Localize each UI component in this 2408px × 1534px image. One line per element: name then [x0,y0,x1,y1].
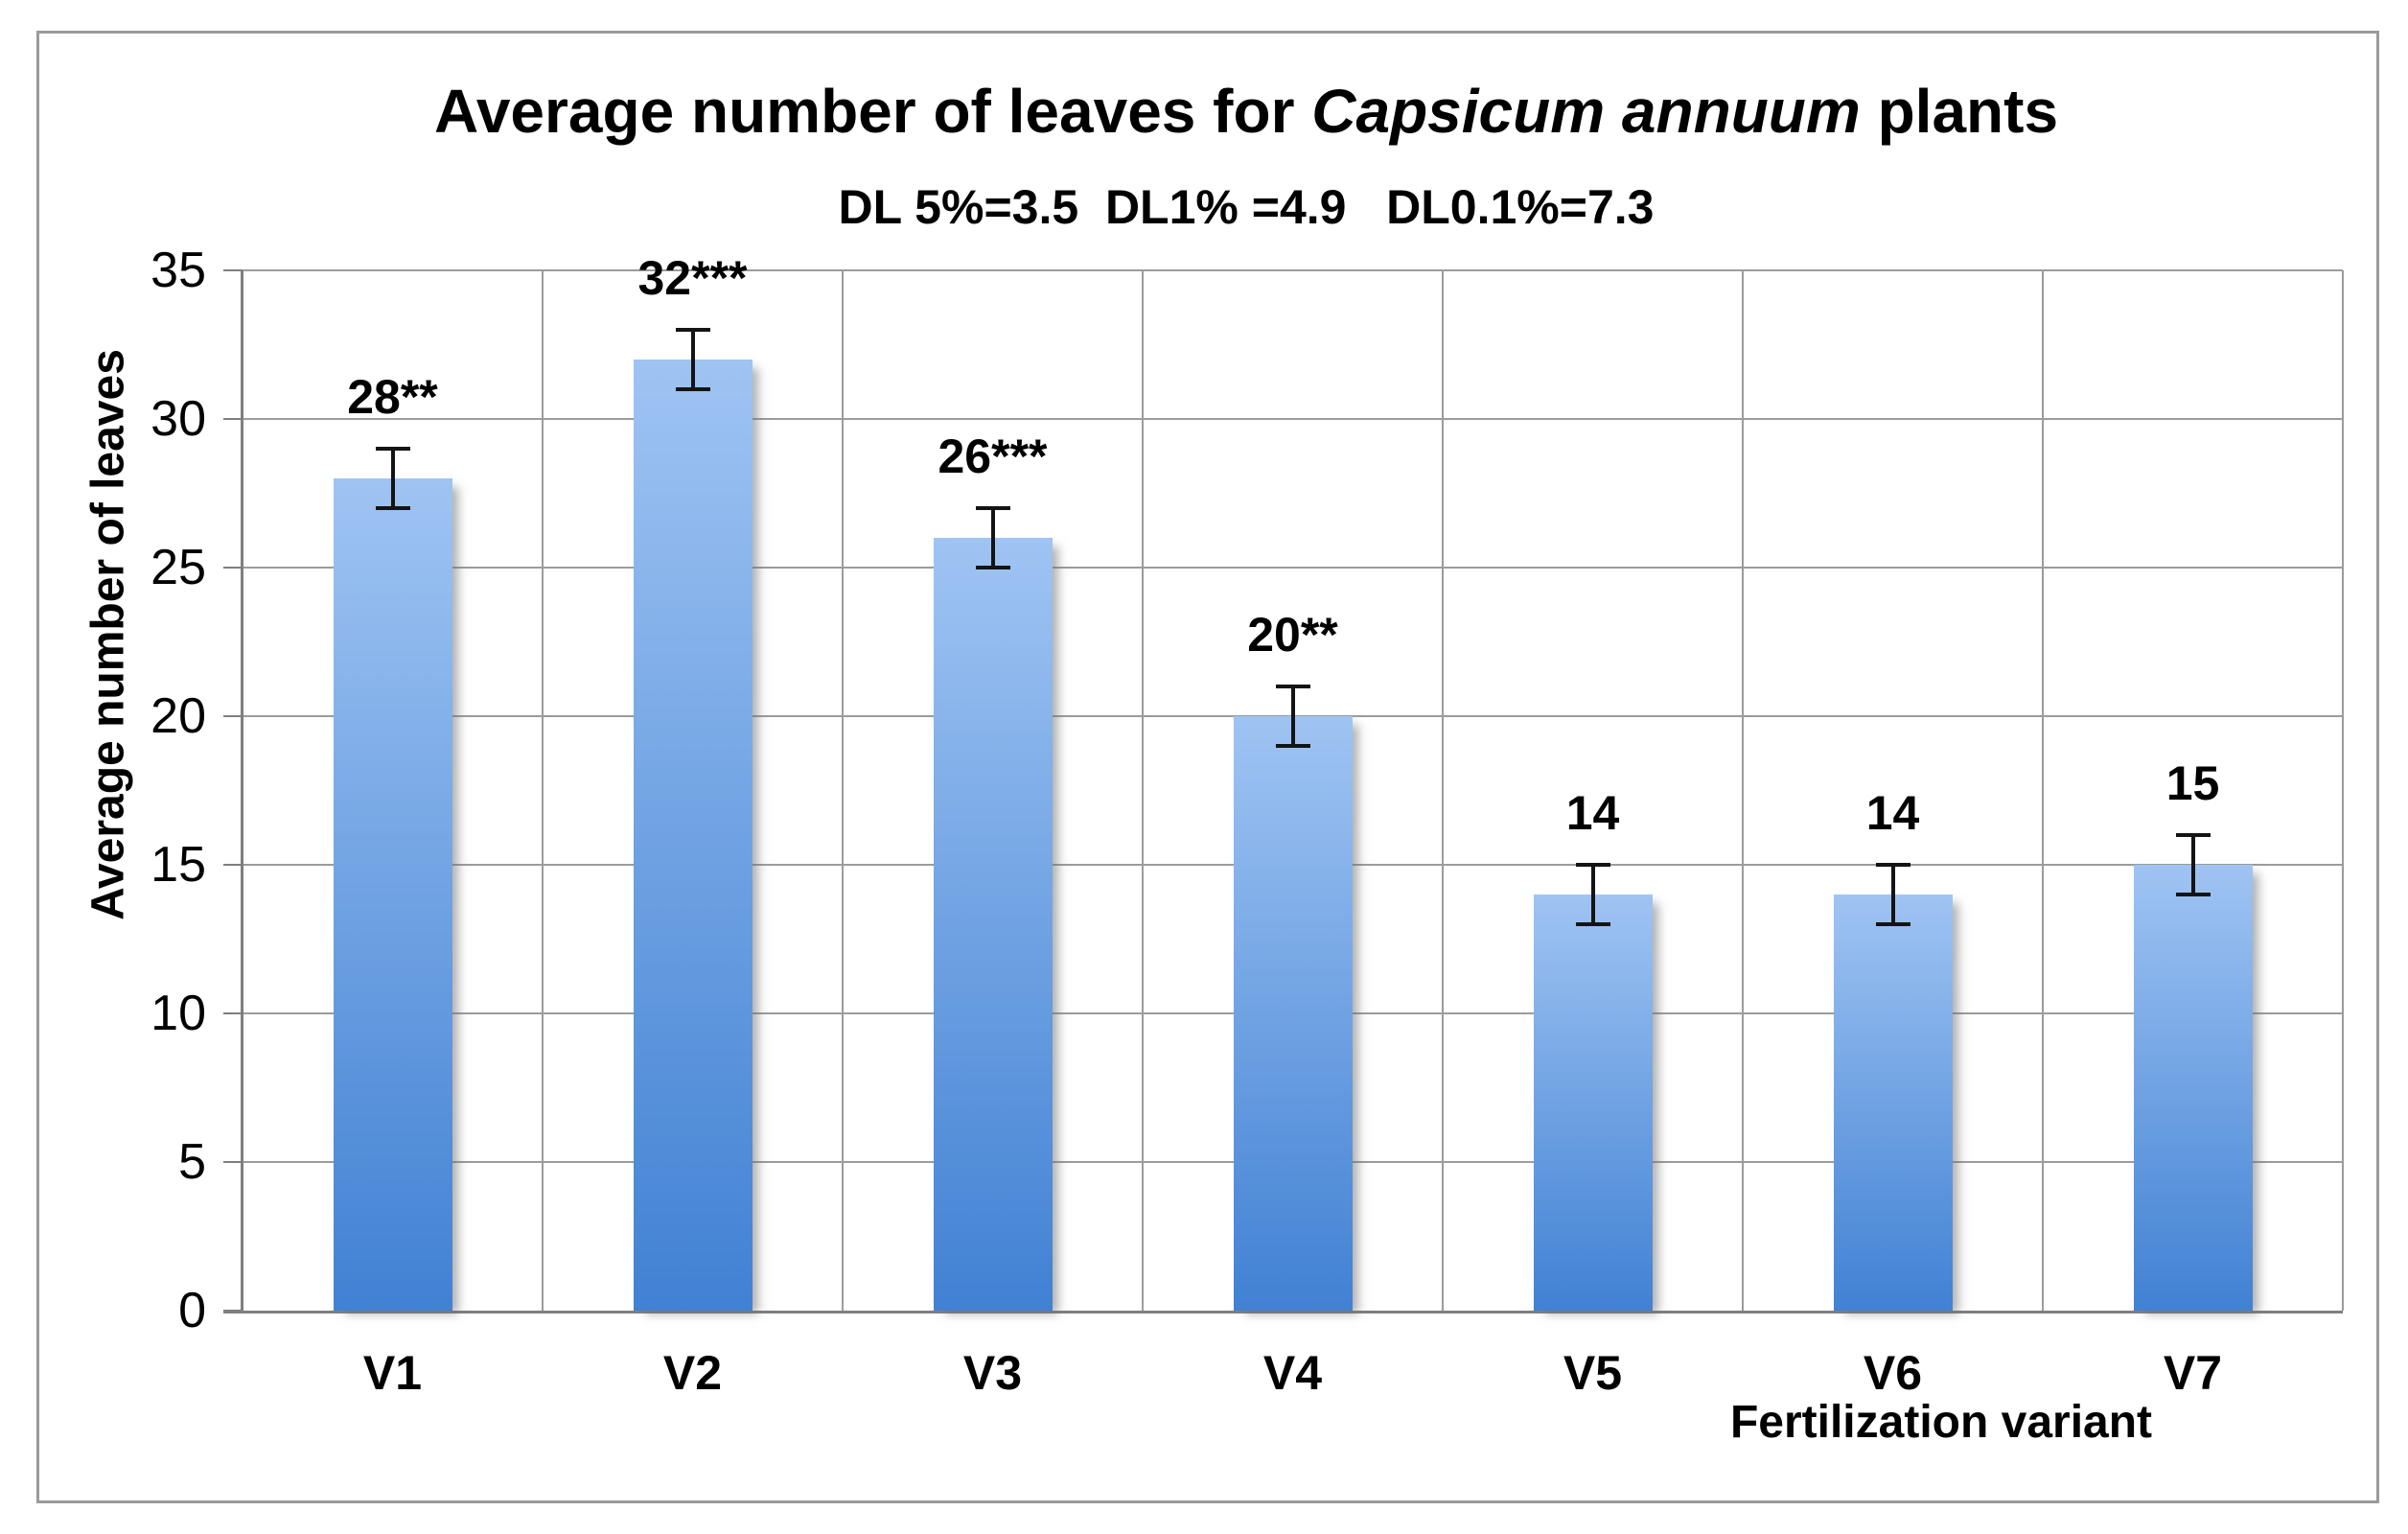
y-axis-tick-label: 15 [150,837,206,893]
error-bar-cap-top [975,506,1010,510]
chart-subtitle-lsd-values: DL 5%=3.5 DL1% =4.9 DL0.1%=7.3 [838,180,1655,234]
bar [333,478,452,1311]
y-axis-tick-label: 30 [150,391,206,447]
error-bar-line [690,330,695,389]
category-label: V6 [1863,1346,1923,1400]
gridline-vertical [2042,270,2044,1311]
error-bar-cap-top [2175,833,2211,837]
gridline-vertical [2342,270,2344,1311]
y-axis-tick [223,1161,243,1163]
bar-value-label: 32*** [637,251,748,305]
category-label: V1 [362,1346,423,1400]
chart-title: Average number of leaves for Capsicum an… [144,80,2349,143]
error-bar-cap-top [1575,863,1610,867]
bar-value-label: 14 [1565,786,1620,840]
bar [1233,716,1353,1311]
error-bar-cap-bottom [675,387,710,391]
error-bar-line [2190,835,2195,895]
y-axis-tick [223,1012,243,1014]
error-bar-cap-bottom [1575,922,1610,926]
bar-value-label: 26*** [938,430,1048,483]
y-axis-tick [223,269,243,271]
y-axis-tick [223,715,243,717]
y-axis-tick [223,418,243,420]
category-label: V5 [1563,1346,1623,1400]
category-label: V7 [2163,1346,2223,1400]
y-axis-tick-label: 25 [150,540,206,595]
error-bar-cap-bottom [975,566,1010,569]
category-label: V3 [962,1346,1023,1400]
y-axis-tick-label: 5 [178,1134,206,1190]
gridline-vertical [1142,270,1144,1311]
y-axis-tick-label: 20 [150,688,206,744]
bar [633,360,752,1311]
error-bar-cap-top [675,328,710,332]
gridline-vertical [542,270,544,1311]
gridline-horizontal [243,418,2343,420]
y-axis-tick-label: 10 [150,986,206,1041]
bar [2133,865,2253,1311]
bar [1833,895,1953,1311]
bar-value-label: 15 [2165,756,2220,810]
error-bar-line [1590,865,1595,924]
x-axis-title: Fertilization variant [1729,1397,2153,1448]
gridline-vertical [1442,270,1444,1311]
error-bar-cap-bottom [375,506,410,510]
bar [933,538,1053,1311]
error-bar-cap-bottom [1275,744,1310,748]
error-bar-cap-top [375,447,410,451]
gridline-vertical [842,270,844,1311]
y-axis-line [241,270,243,1311]
bar [1533,895,1653,1311]
y-axis-tick [223,864,243,866]
y-axis-tick [223,567,243,569]
chart-title-suffix: plants [1860,77,2059,146]
error-bar-cap-bottom [2175,893,2211,896]
chart-title-prefix: Average number of leaves for [433,77,1312,146]
gridline-horizontal [243,567,2343,569]
error-bar-line [1290,686,1295,746]
chart-title-species-italic: Capsicum annuum [1311,77,1861,146]
error-bar-cap-top [1275,685,1310,688]
bar-value-label: 28** [347,370,438,424]
y-axis-tick-label: 35 [150,243,206,298]
error-bar-cap-bottom [1875,922,1910,926]
gridline-horizontal [243,269,2343,271]
y-axis-tick-label: 0 [178,1283,206,1338]
category-label: V2 [662,1346,723,1400]
x-axis-line [223,1311,2343,1313]
bar-value-label: 14 [1865,786,1920,840]
error-bar-line [1890,865,1895,924]
category-label: V4 [1262,1346,1323,1400]
error-bar-cap-top [1875,863,1910,867]
error-bar-line [990,508,995,568]
bar-value-label: 20** [1247,608,1338,662]
error-bar-line [390,449,395,508]
gridline-vertical [1742,270,1744,1311]
